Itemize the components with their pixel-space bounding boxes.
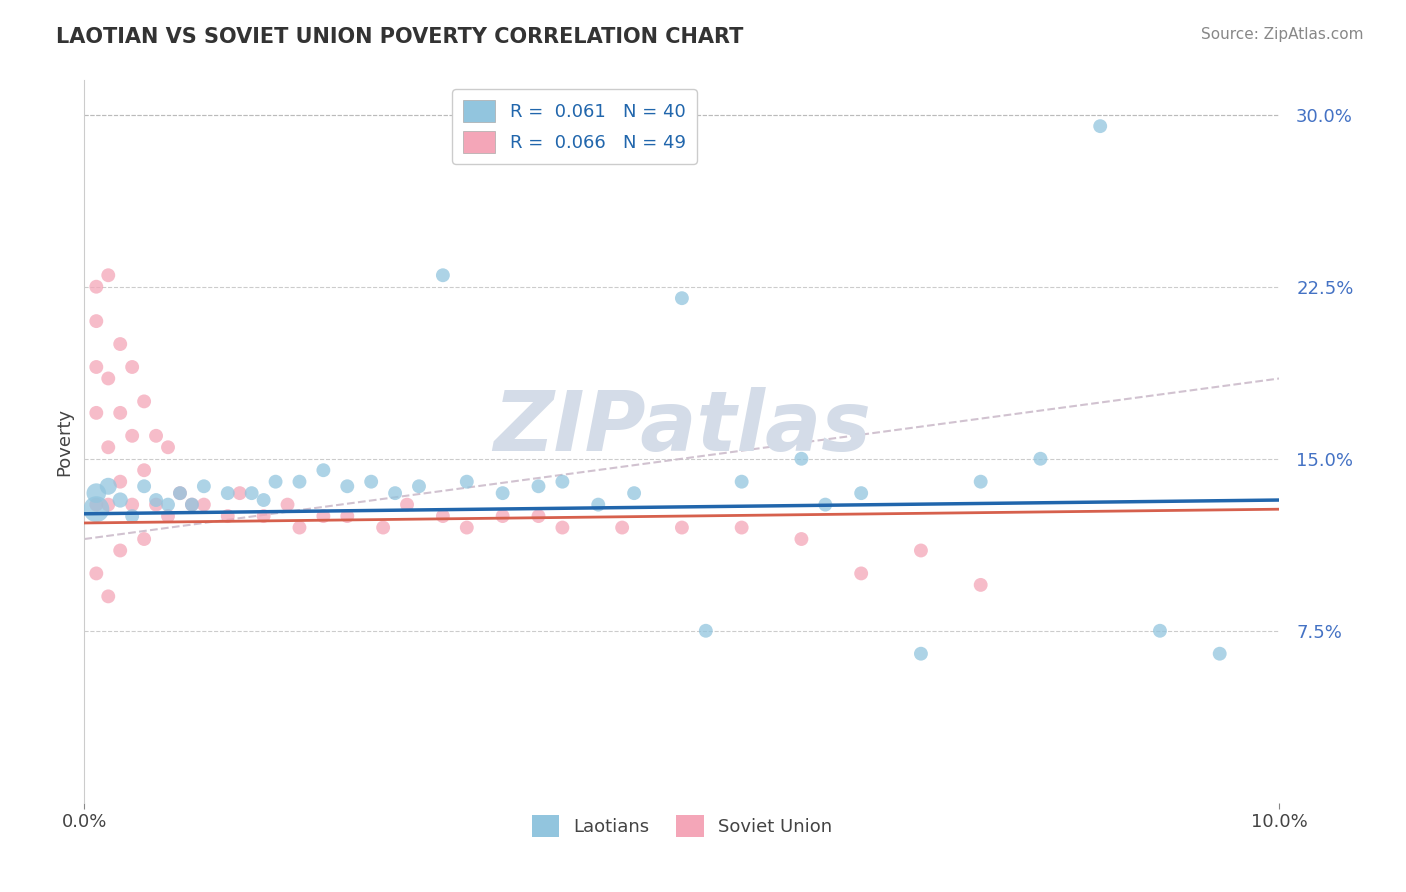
Point — [288, 520, 311, 534]
Point — [132, 532, 156, 546]
Point — [731, 520, 754, 534]
Point — [970, 475, 993, 489]
Point — [253, 493, 276, 508]
Point — [312, 463, 335, 477]
Point — [814, 498, 837, 512]
Point — [336, 509, 359, 524]
Point — [1090, 119, 1112, 133]
Point — [360, 475, 382, 489]
Point — [86, 566, 108, 581]
Point — [432, 268, 454, 283]
Point — [121, 359, 143, 374]
Point — [145, 493, 167, 508]
Point — [288, 475, 311, 489]
Point — [145, 429, 167, 443]
Point — [181, 498, 204, 512]
Point — [851, 566, 873, 581]
Point — [456, 475, 478, 489]
Text: ZIPatlas: ZIPatlas — [494, 386, 870, 467]
Point — [157, 440, 180, 454]
Point — [456, 520, 478, 534]
Point — [384, 486, 406, 500]
Point — [97, 479, 120, 493]
Point — [910, 543, 932, 558]
Text: Source: ZipAtlas.com: Source: ZipAtlas.com — [1201, 27, 1364, 42]
Point — [612, 520, 634, 534]
Point — [193, 498, 215, 512]
Point — [492, 486, 515, 500]
Point — [157, 509, 180, 524]
Point — [169, 486, 191, 500]
Point — [731, 475, 754, 489]
Point — [110, 406, 132, 420]
Point — [110, 475, 132, 489]
Point — [86, 314, 108, 328]
Point — [228, 486, 252, 500]
Y-axis label: Poverty: Poverty — [55, 408, 73, 475]
Legend: Laotians, Soviet Union: Laotians, Soviet Union — [524, 808, 839, 845]
Point — [157, 498, 180, 512]
Point — [97, 440, 120, 454]
Point — [408, 479, 430, 493]
Point — [97, 498, 120, 512]
Point — [110, 543, 132, 558]
Point — [277, 498, 299, 512]
Point — [432, 509, 454, 524]
Point — [671, 520, 693, 534]
Point — [312, 509, 335, 524]
Point — [264, 475, 287, 489]
Point — [121, 509, 143, 524]
Point — [132, 463, 156, 477]
Point — [169, 486, 191, 500]
Point — [240, 486, 263, 500]
Point — [86, 406, 108, 420]
Point — [86, 502, 108, 516]
Point — [86, 486, 108, 500]
Text: LAOTIAN VS SOVIET UNION POVERTY CORRELATION CHART: LAOTIAN VS SOVIET UNION POVERTY CORRELAT… — [56, 27, 744, 46]
Point — [253, 509, 276, 524]
Point — [1029, 451, 1052, 466]
Point — [373, 520, 395, 534]
Point — [1149, 624, 1171, 638]
Point — [132, 479, 156, 493]
Point — [110, 337, 132, 351]
Point — [396, 498, 419, 512]
Point — [121, 429, 143, 443]
Point — [492, 509, 515, 524]
Point — [527, 509, 550, 524]
Point — [970, 578, 993, 592]
Point — [193, 479, 215, 493]
Point — [181, 498, 204, 512]
Point — [217, 509, 239, 524]
Point — [217, 486, 239, 500]
Point — [145, 498, 167, 512]
Point — [97, 371, 120, 385]
Point — [790, 532, 813, 546]
Point — [336, 479, 359, 493]
Point — [551, 520, 574, 534]
Point — [86, 359, 108, 374]
Point — [910, 647, 932, 661]
Point — [695, 624, 717, 638]
Point — [132, 394, 156, 409]
Point — [790, 451, 813, 466]
Point — [851, 486, 873, 500]
Point — [86, 498, 108, 512]
Point — [97, 268, 120, 283]
Point — [671, 291, 693, 305]
Point — [1209, 647, 1232, 661]
Point — [121, 498, 143, 512]
Point — [110, 493, 132, 508]
Point — [527, 479, 550, 493]
Point — [623, 486, 645, 500]
Point — [551, 475, 574, 489]
Point — [97, 590, 120, 604]
Point — [86, 279, 108, 293]
Point — [588, 498, 610, 512]
